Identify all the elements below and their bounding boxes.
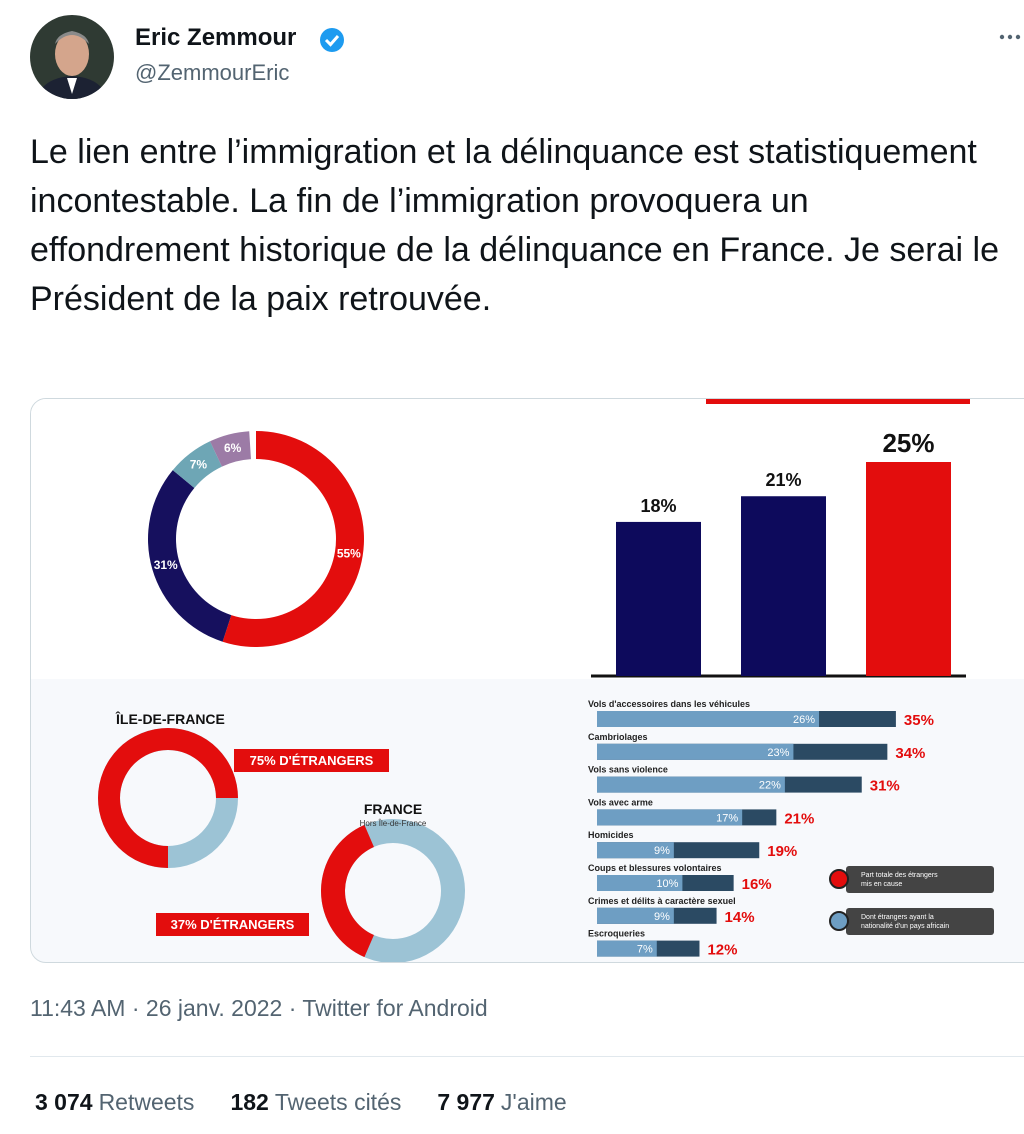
bar xyxy=(616,521,701,676)
african-label: 26% xyxy=(793,714,815,726)
african-bar xyxy=(597,940,657,957)
african-bar xyxy=(597,875,683,891)
stat-count: 182 xyxy=(230,1089,269,1115)
stat[interactable]: 7 977 J'aime xyxy=(437,1089,566,1116)
donut-label: 31% xyxy=(154,558,178,572)
separator xyxy=(30,1056,1024,1057)
bar xyxy=(866,462,951,676)
region-label: 37% D'ÉTRANGERS xyxy=(171,917,295,932)
region-label-box xyxy=(156,913,309,936)
verified-badge xyxy=(320,28,344,52)
bar-label: 18% xyxy=(640,496,676,516)
total-label: 31% xyxy=(870,778,900,795)
donut-label: 6% xyxy=(224,441,242,455)
stat-count: 7 977 xyxy=(437,1089,495,1115)
african-bar xyxy=(597,776,785,793)
crime-label: Crimes et délits à caractère sexuel xyxy=(588,896,736,906)
stat[interactable]: 182 Tweets cités xyxy=(230,1089,401,1116)
legend-text: Part totale des étrangers mis en cause xyxy=(861,872,938,888)
stat[interactable]: 3 074 Retweets xyxy=(35,1089,194,1116)
region-title: ÎLE-DE-FRANCE xyxy=(115,710,225,727)
total-label: 35% xyxy=(904,712,934,729)
donut-label: 55% xyxy=(337,547,361,561)
stat-label: Retweets xyxy=(98,1089,195,1115)
stat-label: J'aime xyxy=(500,1089,567,1115)
african-bar xyxy=(597,907,674,924)
stat-count: 3 074 xyxy=(35,1089,93,1115)
legend-box xyxy=(846,866,994,893)
bar-label: 25% xyxy=(882,428,934,458)
total-label: 12% xyxy=(707,942,737,959)
stat-label: Tweets cités xyxy=(274,1089,402,1115)
african-label: 17% xyxy=(716,812,738,824)
african-label: 9% xyxy=(654,845,670,857)
author-name[interactable]: Eric Zemmour xyxy=(135,24,297,51)
region-subtitle: Hors Île-de-France xyxy=(360,819,427,828)
region-label-box xyxy=(234,749,389,772)
stats: 3 074 Retweets 182 Tweets cités 7 977 J'aime xyxy=(35,1089,567,1116)
region-segment xyxy=(321,824,374,958)
donut-label: 7% xyxy=(190,458,208,472)
african-label: 10% xyxy=(656,878,678,890)
total-label: 16% xyxy=(742,876,772,893)
total-label: 21% xyxy=(784,810,814,827)
african-label: 9% xyxy=(654,911,670,923)
donut-segment xyxy=(222,431,364,647)
african-label: 23% xyxy=(767,747,789,759)
more-menu[interactable] xyxy=(996,30,1024,44)
tweet-timestamp[interactable]: 11:43 AM · 26 janv. 2022 · Twitter for A… xyxy=(30,995,488,1021)
total-label: 34% xyxy=(895,745,925,762)
donut-segment xyxy=(172,441,222,489)
total-label: 19% xyxy=(767,843,797,860)
donut-segment xyxy=(147,470,232,642)
crime-label: Vols d'accessoires dans les véhicules xyxy=(588,699,750,709)
crime-label: Coups et blessures volontaires xyxy=(588,863,722,873)
african-bar xyxy=(597,809,743,826)
african-label: 7% xyxy=(637,944,653,956)
african-label: 22% xyxy=(759,780,781,792)
donut-segment xyxy=(210,431,251,467)
crime-label: Homicides xyxy=(588,830,634,840)
bar-label: 21% xyxy=(765,470,801,490)
legend-box xyxy=(846,908,994,935)
crime-label: Escroqueries xyxy=(588,929,645,939)
infographic: 55% 31% 7% 6% 18% 21% 25% ÎLE-DE-FRANCE 75% D'ÉT… xyxy=(31,399,1024,962)
region-title: FRANCE xyxy=(364,801,422,817)
tweet-text: Le lien entre l’immigration et la délinq… xyxy=(30,133,999,318)
author-handle[interactable]: @ZemmourEric xyxy=(135,60,290,85)
african-bar xyxy=(597,743,794,760)
crime-label: Cambriolages xyxy=(588,732,648,742)
crime-label: Vols sans violence xyxy=(588,765,668,775)
legend-icon xyxy=(829,911,849,931)
legend-text: Dont étrangers ayant la nationalité d'un … xyxy=(861,914,949,930)
total-label: 14% xyxy=(725,909,755,926)
avatar[interactable] xyxy=(29,14,115,100)
region-label: 75% D'ÉTRANGERS xyxy=(250,753,374,768)
legend-icon xyxy=(829,869,849,889)
african-bar xyxy=(597,711,820,727)
media[interactable]: 55% 31% 7% 6% 18% 21% 25% ÎLE-DE-FRANCE 75% D'ÉT… xyxy=(30,398,1024,963)
region-segment xyxy=(98,728,238,868)
bar xyxy=(741,496,826,676)
african-bar xyxy=(597,842,674,859)
crime-label: Vols avec arme xyxy=(588,797,653,807)
